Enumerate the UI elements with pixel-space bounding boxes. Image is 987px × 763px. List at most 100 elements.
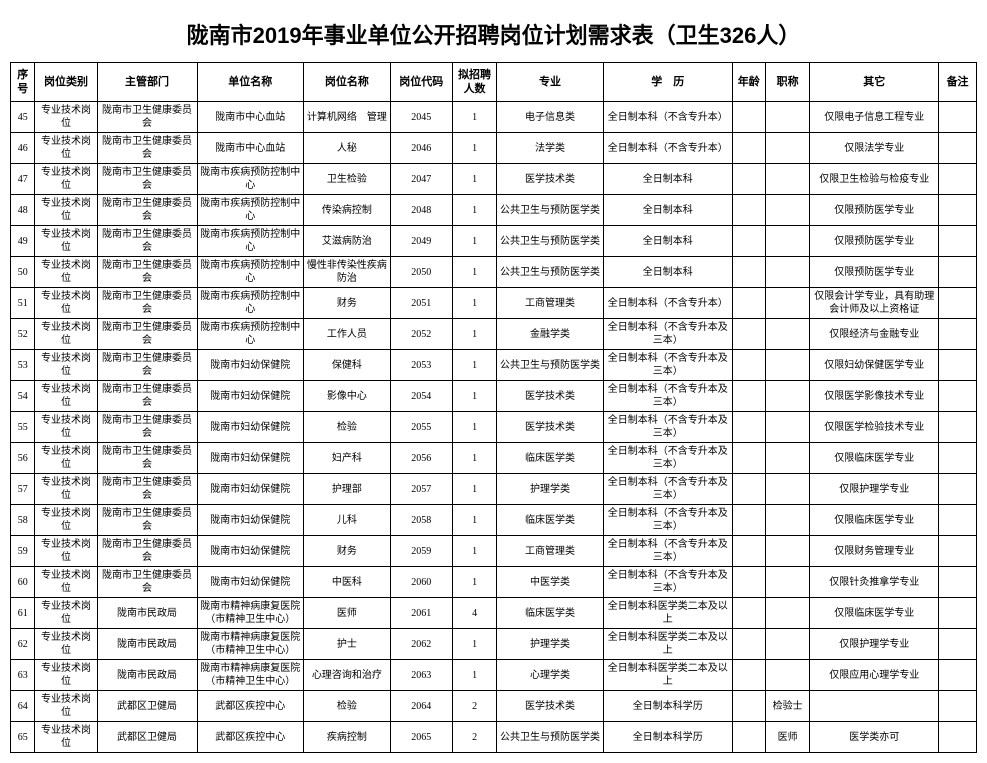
cell-code: 2063 (390, 660, 452, 691)
table-row: 47专业技术岗位陇南市卫生健康委员会陇南市疾病预防控制中心卫生检验20471医学… (11, 164, 977, 195)
cell-age (732, 288, 765, 319)
cell-cat: 专业技术岗位 (35, 629, 97, 660)
cell-edu: 全日制本科学历 (603, 691, 732, 722)
cell-code: 2055 (390, 412, 452, 443)
cell-title (765, 133, 809, 164)
cell-seq: 46 (11, 133, 35, 164)
cell-job: 检验 (304, 412, 391, 443)
cell-dept: 陇南市卫生健康委员会 (97, 412, 197, 443)
cell-unit: 陇南市疾病预防控制中心 (197, 226, 304, 257)
recruitment-table: 序号 岗位类别 主管部门 单位名称 岗位名称 岗位代码 拟招聘人数 专业 学 历… (10, 62, 977, 753)
cell-num: 1 (452, 288, 496, 319)
cell-note (939, 164, 977, 195)
cell-age (732, 102, 765, 133)
cell-major: 临床医学类 (497, 443, 604, 474)
cell-other: 仅限预防医学专业 (810, 226, 939, 257)
table-row: 60专业技术岗位陇南市卫生健康委员会陇南市妇幼保健院中医科20601中医学类全日… (11, 567, 977, 598)
cell-unit: 陇南市中心血站 (197, 133, 304, 164)
cell-code: 2054 (390, 381, 452, 412)
cell-age (732, 257, 765, 288)
cell-seq: 54 (11, 381, 35, 412)
cell-job: 检验 (304, 691, 391, 722)
cell-num: 4 (452, 598, 496, 629)
cell-seq: 65 (11, 722, 35, 753)
cell-cat: 专业技术岗位 (35, 226, 97, 257)
cell-edu: 全日制本科（不含专升本及三本） (603, 412, 732, 443)
cell-age (732, 443, 765, 474)
table-row: 64专业技术岗位武都区卫健局武都区疾控中心检验20642医学技术类全日制本科学历… (11, 691, 977, 722)
cell-age (732, 381, 765, 412)
table-row: 55专业技术岗位陇南市卫生健康委员会陇南市妇幼保健院检验20551医学技术类全日… (11, 412, 977, 443)
cell-dept: 陇南市卫生健康委员会 (97, 350, 197, 381)
cell-note (939, 319, 977, 350)
cell-title (765, 505, 809, 536)
cell-unit: 陇南市精神病康复医院（市精神卫生中心） (197, 660, 304, 691)
cell-cat: 专业技术岗位 (35, 102, 97, 133)
cell-note (939, 381, 977, 412)
cell-age (732, 474, 765, 505)
cell-job: 人秘 (304, 133, 391, 164)
cell-edu: 全日制本科医学类二本及以上 (603, 629, 732, 660)
col-edu: 学 历 (603, 63, 732, 102)
cell-num: 1 (452, 133, 496, 164)
cell-age (732, 350, 765, 381)
cell-job: 慢性非传染性疾病防治 (304, 257, 391, 288)
col-major: 专业 (497, 63, 604, 102)
cell-note (939, 350, 977, 381)
cell-num: 1 (452, 164, 496, 195)
cell-major: 公共卫生与预防医学类 (497, 350, 604, 381)
cell-dept: 陇南市卫生健康委员会 (97, 505, 197, 536)
col-num: 拟招聘人数 (452, 63, 496, 102)
cell-code: 2049 (390, 226, 452, 257)
table-row: 50专业技术岗位陇南市卫生健康委员会陇南市疾病预防控制中心慢性非传染性疾病防治2… (11, 257, 977, 288)
cell-num: 1 (452, 412, 496, 443)
cell-cat: 专业技术岗位 (35, 474, 97, 505)
cell-num: 1 (452, 319, 496, 350)
cell-unit: 陇南市妇幼保健院 (197, 536, 304, 567)
cell-job: 护理部 (304, 474, 391, 505)
cell-code: 2046 (390, 133, 452, 164)
cell-seq: 48 (11, 195, 35, 226)
cell-major: 医学技术类 (497, 164, 604, 195)
cell-edu: 全日制本科 (603, 164, 732, 195)
cell-age (732, 691, 765, 722)
cell-note (939, 443, 977, 474)
cell-note (939, 598, 977, 629)
cell-edu: 全日制本科 (603, 226, 732, 257)
cell-edu: 全日制本科（不含专升本及三本） (603, 567, 732, 598)
cell-other (810, 691, 939, 722)
cell-dept: 陇南市卫生健康委员会 (97, 226, 197, 257)
cell-cat: 专业技术岗位 (35, 412, 97, 443)
cell-edu: 全日制本科 (603, 195, 732, 226)
cell-major: 法学类 (497, 133, 604, 164)
cell-job: 传染病控制 (304, 195, 391, 226)
table-row: 54专业技术岗位陇南市卫生健康委员会陇南市妇幼保健院影像中心20541医学技术类… (11, 381, 977, 412)
cell-code: 2060 (390, 567, 452, 598)
cell-title (765, 660, 809, 691)
cell-other: 仅限应用心理学专业 (810, 660, 939, 691)
cell-seq: 50 (11, 257, 35, 288)
cell-other: 仅限预防医学专业 (810, 257, 939, 288)
cell-title (765, 288, 809, 319)
cell-note (939, 691, 977, 722)
cell-note (939, 226, 977, 257)
cell-title (765, 598, 809, 629)
page-title: 陇南市2019年事业单位公开招聘岗位计划需求表（卫生326人） (10, 18, 977, 50)
cell-age (732, 319, 765, 350)
cell-title (765, 164, 809, 195)
cell-title (765, 226, 809, 257)
cell-note (939, 412, 977, 443)
cell-major: 医学技术类 (497, 412, 604, 443)
cell-dept: 陇南市民政局 (97, 629, 197, 660)
cell-dept: 陇南市卫生健康委员会 (97, 474, 197, 505)
cell-num: 1 (452, 660, 496, 691)
cell-seq: 59 (11, 536, 35, 567)
cell-note (939, 474, 977, 505)
cell-edu: 全日制本科学历 (603, 722, 732, 753)
cell-age (732, 567, 765, 598)
cell-unit: 陇南市妇幼保健院 (197, 412, 304, 443)
cell-dept: 陇南市卫生健康委员会 (97, 195, 197, 226)
table-row: 45专业技术岗位陇南市卫生健康委员会陇南市中心血站计算机网络 管理20451电子… (11, 102, 977, 133)
cell-seq: 45 (11, 102, 35, 133)
cell-num: 1 (452, 443, 496, 474)
